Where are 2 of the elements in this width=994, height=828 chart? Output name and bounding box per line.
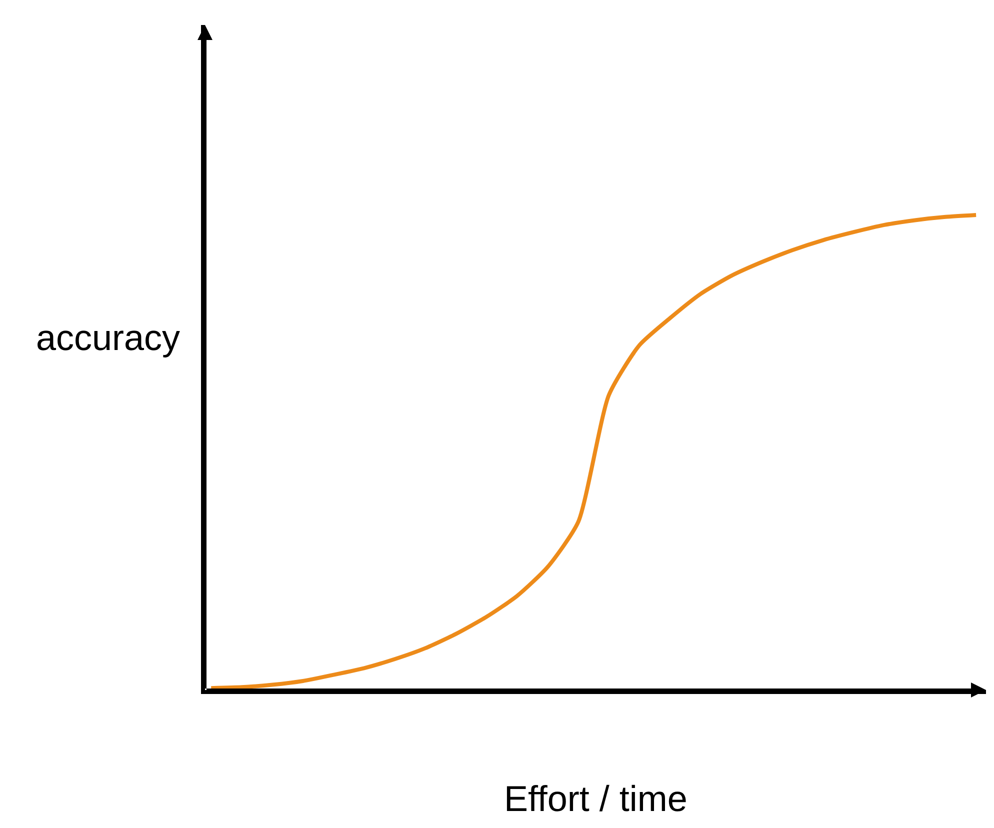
y-axis-title: accuracy: [36, 317, 180, 358]
x-axis-title: Effort / time: [504, 778, 688, 819]
